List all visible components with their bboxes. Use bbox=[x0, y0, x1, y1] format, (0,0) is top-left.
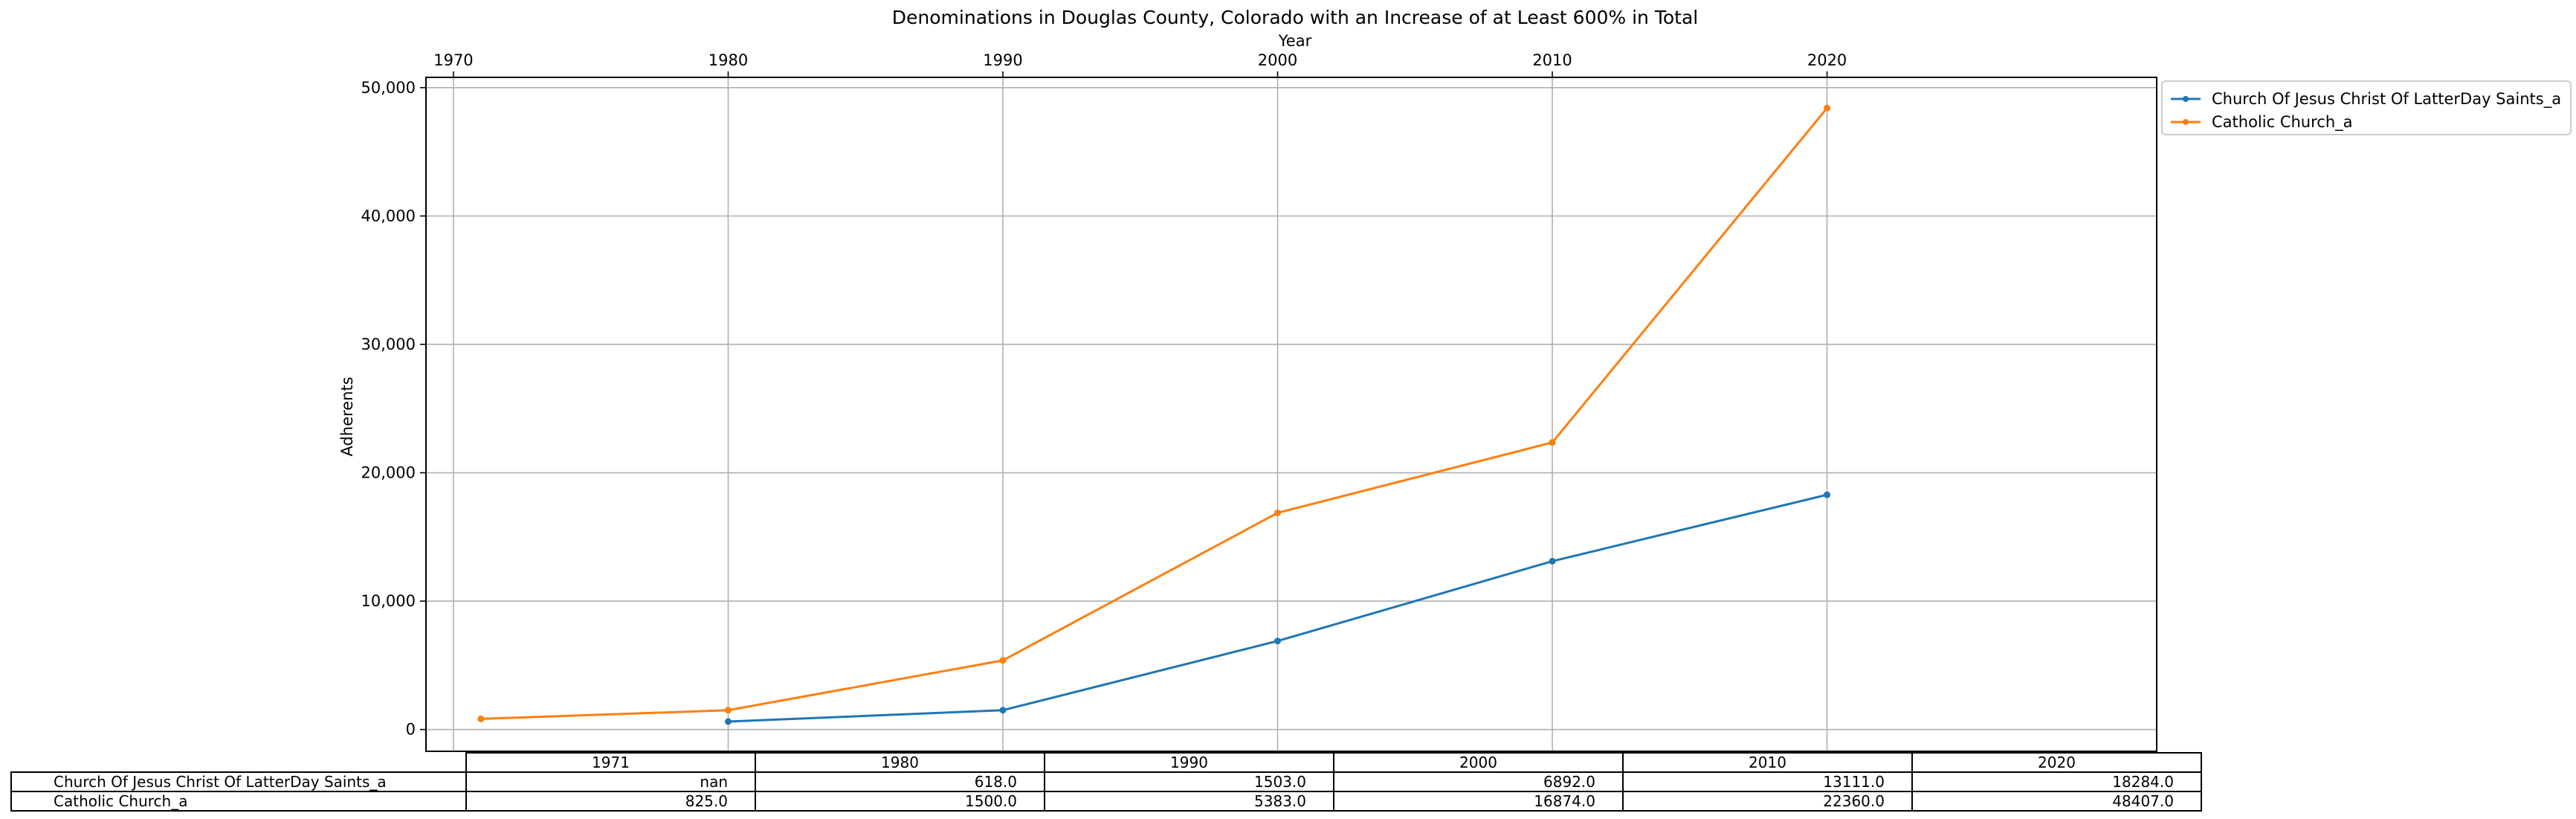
chart-title: Denominations in Douglas County, Colorad… bbox=[892, 7, 1698, 28]
legend-label-1: Catholic Church_a bbox=[2212, 113, 2353, 132]
legend-label-0: Church Of Jesus Christ Of LatterDay Sain… bbox=[2212, 90, 2561, 109]
table-cell: 22360.0 bbox=[1622, 791, 1913, 812]
table-corner bbox=[11, 753, 466, 772]
data-table: 1971 1980 1990 2000 2010 2020 Church Of … bbox=[10, 752, 2202, 812]
table-cell: 13111.0 bbox=[1622, 771, 1913, 792]
table-header-cell: 2000 bbox=[1333, 752, 1624, 773]
table-header-cell: 2020 bbox=[1911, 752, 2202, 773]
data-point bbox=[999, 657, 1007, 664]
x-axis-label: Year bbox=[1278, 32, 1312, 50]
table-row-label: Church Of Jesus Christ Of LatterDay Sain… bbox=[10, 771, 467, 792]
y-tick-label: 50,000 bbox=[361, 79, 416, 97]
y-tick-label: 40,000 bbox=[361, 207, 416, 225]
table-header-cell: 1980 bbox=[755, 752, 1045, 773]
table-cell: 6892.0 bbox=[1333, 771, 1624, 792]
table-header-cell: 1990 bbox=[1044, 752, 1334, 773]
x-tick-label: 2020 bbox=[1807, 51, 1847, 69]
data-point bbox=[1549, 557, 1556, 565]
y-tick-label: 20,000 bbox=[361, 464, 416, 482]
plot-frame bbox=[425, 77, 2157, 752]
grid bbox=[426, 77, 2157, 751]
data-point bbox=[477, 715, 485, 722]
table-header-cell: 1971 bbox=[465, 752, 756, 773]
data-point bbox=[724, 718, 732, 725]
plot-series bbox=[477, 104, 1831, 725]
data-point bbox=[999, 707, 1007, 714]
data-point bbox=[1824, 491, 1831, 498]
x-tick-label: 1990 bbox=[983, 51, 1022, 69]
table-cell: 18284.0 bbox=[1911, 771, 2202, 792]
y-tick-label: 10,000 bbox=[361, 592, 416, 610]
table-row: Catholic Church_a 825.0 1500.0 5383.0 16… bbox=[10, 791, 2202, 812]
table-row: Church Of Jesus Christ Of LatterDay Sain… bbox=[10, 771, 2202, 792]
table-row-label: Catholic Church_a bbox=[10, 791, 467, 812]
x-tick-label: 2010 bbox=[1532, 51, 1572, 69]
data-point bbox=[724, 707, 732, 714]
table-cell: 1500.0 bbox=[755, 791, 1045, 812]
data-point bbox=[1549, 439, 1556, 446]
data-point bbox=[1274, 509, 1282, 516]
table-cell: 48407.0 bbox=[1911, 791, 2202, 812]
y-tick-label: 0 bbox=[406, 721, 416, 739]
axis-ticks: 1970 1980 1990 2000 2010 2020 0 10,000 20,000 30,… bbox=[361, 51, 1847, 739]
legend-marker-0 bbox=[2183, 96, 2189, 102]
table-header-cell: 2010 bbox=[1622, 752, 1913, 773]
x-tick-label: 1980 bbox=[708, 51, 748, 69]
table-header-row: 1971 1980 1990 2000 2010 2020 bbox=[11, 752, 2202, 773]
data-point bbox=[1274, 637, 1282, 645]
table-cell: 5383.0 bbox=[1044, 791, 1334, 812]
table-cell: 1503.0 bbox=[1044, 771, 1334, 792]
table-cell: 16874.0 bbox=[1333, 791, 1624, 812]
x-tick-label: 1970 bbox=[433, 51, 473, 69]
legend: Church Of Jesus Christ Of LatterDay Sain… bbox=[2161, 80, 2572, 135]
table-cell: 825.0 bbox=[465, 791, 756, 812]
table-cell: 618.0 bbox=[755, 771, 1045, 792]
data-point bbox=[1824, 104, 1831, 112]
legend-marker-1 bbox=[2183, 119, 2189, 125]
y-tick-label: 30,000 bbox=[361, 335, 416, 353]
x-tick-label: 2000 bbox=[1258, 51, 1297, 69]
legend-frame bbox=[2161, 80, 2572, 135]
table-cell: nan bbox=[465, 771, 756, 792]
y-axis-label: Adherents bbox=[338, 376, 356, 456]
series-line-1 bbox=[480, 107, 1828, 720]
